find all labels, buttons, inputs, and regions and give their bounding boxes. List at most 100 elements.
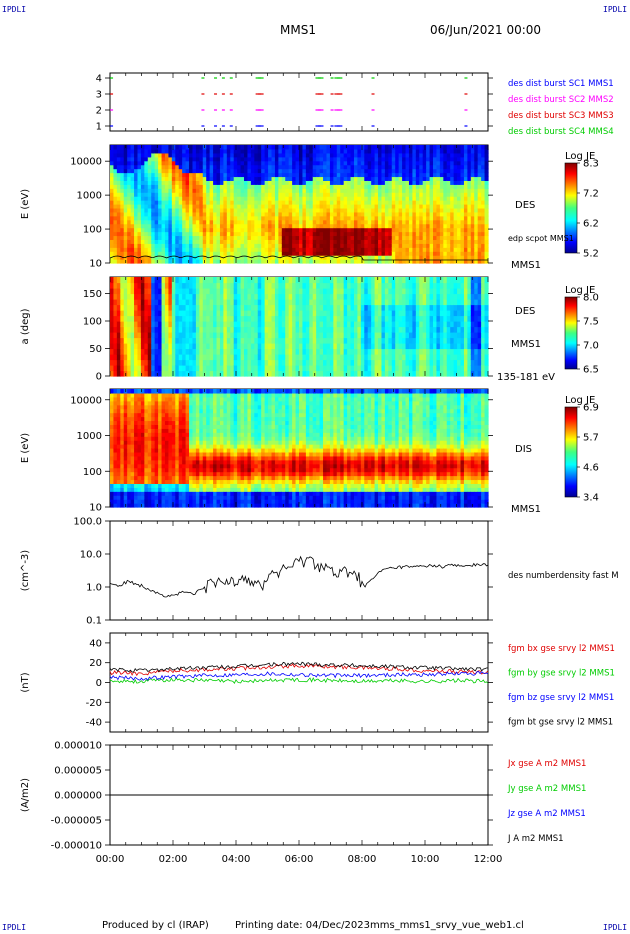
spectrogram-cell <box>353 343 359 350</box>
spectrogram-cell <box>206 359 211 366</box>
spectrogram-cell <box>254 211 259 217</box>
spectrogram-cell <box>216 223 221 229</box>
spectrogram-cell <box>299 223 304 229</box>
spectrogram-cell <box>195 160 200 166</box>
spectrogram-cell <box>144 156 149 162</box>
spectrogram-cell <box>408 207 413 213</box>
spectrogram-cell <box>206 243 211 248</box>
spectrogram-cell <box>192 200 197 205</box>
spectrogram-cell <box>415 255 420 260</box>
spectrogram-cell <box>395 310 400 317</box>
spectrogram-cell <box>477 145 482 150</box>
spectrogram-cell <box>161 219 166 225</box>
spectrogram-cell <box>474 243 479 248</box>
spectrogram-cell <box>360 282 365 289</box>
spectrogram-cell <box>305 204 310 209</box>
spectrogram-cell <box>120 148 125 154</box>
spectrogram-cell <box>226 168 231 174</box>
spectrogram-cell <box>443 251 448 256</box>
spectrogram-cell <box>271 370 276 377</box>
spectrogram-cell <box>378 156 383 162</box>
spectrogram-cell <box>158 370 163 377</box>
spectrogram-cell <box>264 304 269 311</box>
spectrogram-cell <box>360 184 365 189</box>
spectrogram-cell <box>182 321 187 328</box>
spectrogram-cell <box>481 180 486 185</box>
spectrogram-cell <box>110 156 115 162</box>
spectrogram-cell <box>230 145 235 150</box>
spectrogram-cell <box>158 172 163 178</box>
spectrogram-cell <box>357 207 362 213</box>
spectrogram-cell <box>350 247 355 252</box>
spectrogram-cell <box>274 164 279 170</box>
spectrogram-cell <box>244 184 249 189</box>
spectrogram-cell <box>219 215 224 221</box>
spectrogram-cell <box>470 164 475 170</box>
spectrogram-cell <box>457 239 462 244</box>
spectrogram-cell <box>329 215 334 221</box>
spectrogram-cell <box>268 184 273 189</box>
spectrogram-cell <box>340 176 345 181</box>
spectrogram-cell <box>285 315 290 322</box>
spectrogram-cell <box>216 172 221 178</box>
spectrogram-cell <box>226 326 231 333</box>
spectrogram-cell <box>405 215 410 221</box>
spectrogram-cell <box>261 239 266 244</box>
spectrogram-cell <box>116 255 121 260</box>
spectrogram-cell <box>477 239 482 244</box>
spectrogram-cell <box>415 354 420 361</box>
spectrogram-cell <box>319 207 324 213</box>
spectrogram-cell <box>223 326 228 333</box>
spectrogram-cell <box>278 196 283 201</box>
spectrogram-cell <box>422 243 427 248</box>
spectrogram-cell <box>113 259 118 264</box>
spectrogram-cell <box>226 204 231 209</box>
spectrogram-cell <box>226 259 231 264</box>
spectrogram-cell <box>127 259 132 264</box>
spectrogram-cell <box>213 343 218 350</box>
spectrogram-cell <box>161 293 166 300</box>
spectrogram-cell <box>120 211 125 217</box>
spectrogram-cell <box>333 243 338 248</box>
spectrogram-cell <box>199 321 204 328</box>
spectrogram-cell <box>415 148 420 154</box>
spectrogram-cell <box>429 172 434 178</box>
spectrogram-cell <box>319 247 324 252</box>
spectrogram-cell <box>367 211 372 217</box>
spectrogram-cell <box>463 180 468 185</box>
spectrogram-cell <box>147 282 152 289</box>
spectrogram-cell <box>374 293 379 300</box>
spectrogram-cell <box>450 204 455 209</box>
spectrogram-cell <box>333 343 338 350</box>
spectrogram-cell <box>288 243 293 248</box>
spectrogram-cell <box>130 277 135 284</box>
spectrogram-cell <box>264 293 269 300</box>
spectrogram-cell <box>316 343 321 350</box>
spectrogram-cell <box>209 299 214 306</box>
spectrogram-cell <box>268 188 273 193</box>
spectrogram-cell <box>271 337 276 344</box>
spectrogram-cell <box>268 259 273 264</box>
spectrogram-cell <box>357 176 362 181</box>
spectrogram-cell <box>340 282 345 289</box>
spectrogram-cell <box>429 354 434 361</box>
spectrogram-cell <box>175 259 180 264</box>
spectrogram-cell <box>140 299 145 306</box>
spectrogram-cell <box>412 227 417 233</box>
spectrogram-cell <box>116 152 121 158</box>
spectrogram-cell <box>164 337 170 344</box>
spectrogram-cell <box>113 321 118 328</box>
spectrogram-cell <box>178 326 183 333</box>
spectrogram-cell <box>134 215 139 221</box>
spectrogram-cell <box>268 304 273 311</box>
spectrogram-cell <box>364 343 369 350</box>
spectrogram-cell <box>281 164 286 170</box>
spectrogram-cell <box>123 247 128 252</box>
spectrogram-cell <box>130 315 135 322</box>
spectrogram-cell <box>419 239 424 244</box>
spectrogram-cell <box>299 176 304 181</box>
spectrogram-cell <box>274 231 279 237</box>
spectrogram-cell <box>137 231 142 237</box>
spectrogram-cell <box>134 200 139 205</box>
spectrogram-cell <box>130 184 135 189</box>
